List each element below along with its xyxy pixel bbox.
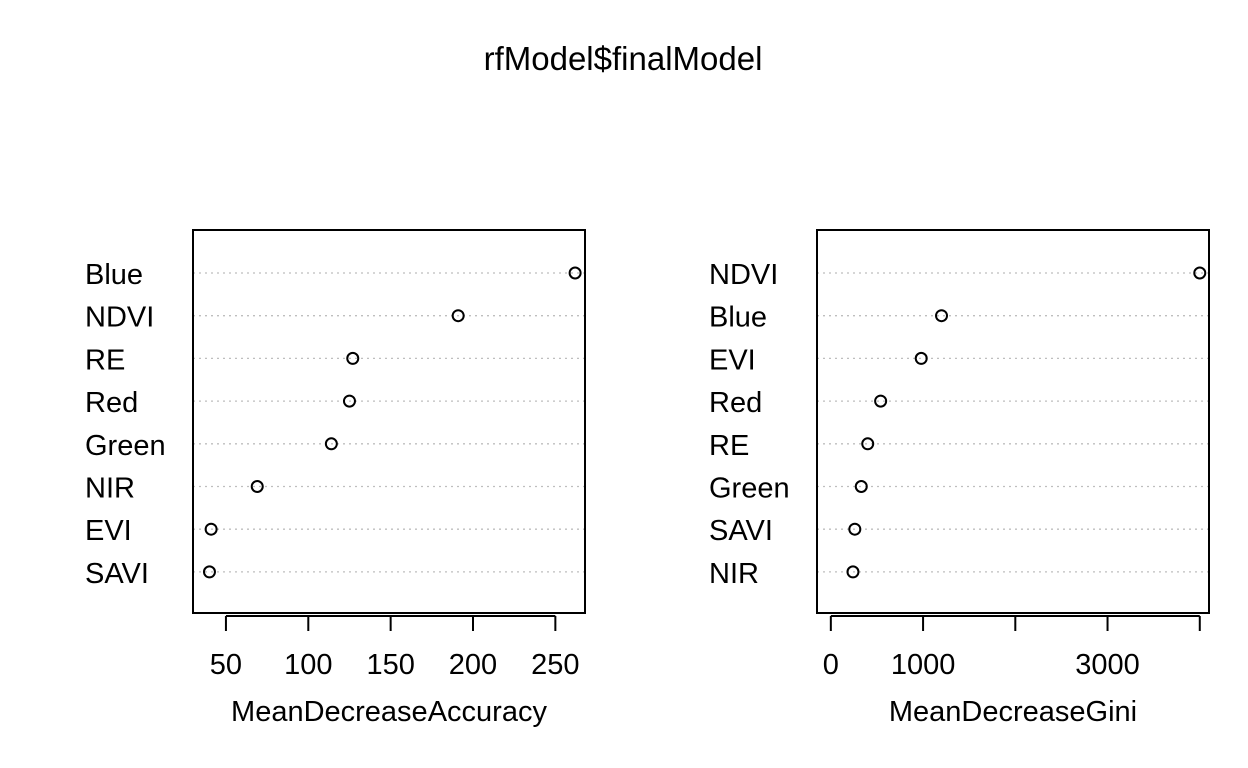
point-re — [861, 437, 875, 451]
variable-label-ndvi: NDVI — [709, 259, 778, 291]
point-blue — [935, 309, 949, 323]
plot-frame — [192, 229, 586, 614]
point-blue — [568, 266, 582, 280]
point-savi — [848, 522, 862, 536]
chart-title: rfModel$finalModel — [484, 40, 763, 77]
gini-panel: NDVI Blue EVI Red RE Green SAVI NIR 0 1000 3000 Mea… — [709, 229, 1210, 728]
point-ndvi — [451, 309, 465, 323]
variable-label-re: RE — [709, 430, 749, 462]
variable-label-red: Red — [709, 387, 762, 419]
variable-label-savi: SAVI — [709, 515, 773, 547]
x-tick-label-0: 0 — [823, 649, 839, 681]
variable-label-red: Red — [85, 387, 138, 419]
x-tick-label-1000: 1000 — [891, 649, 956, 681]
x-tick-label-3000: 3000 — [1075, 649, 1140, 681]
point-red — [874, 394, 888, 408]
point-green — [324, 437, 338, 451]
x-tick-label-100: 100 — [284, 649, 332, 681]
variable-label-blue: Blue — [85, 259, 143, 291]
point-savi — [202, 565, 216, 579]
plot-frame — [816, 229, 1210, 614]
point-re — [346, 351, 360, 365]
variable-label-re: RE — [85, 344, 125, 376]
x-tick-label-200: 200 — [449, 649, 497, 681]
point-evi — [914, 351, 928, 365]
accuracy-panel: Blue NDVI RE Red Green NIR EVI SAVI 50 100 150 200 2… — [85, 229, 586, 728]
variable-label-green: Green — [85, 430, 166, 462]
point-evi — [204, 522, 218, 536]
x-tick-label-150: 150 — [366, 649, 414, 681]
point-green — [854, 480, 868, 493]
variable-label-evi: EVI — [85, 515, 132, 547]
variable-label-evi: EVI — [709, 344, 756, 376]
x-axis-title-accuracy: MeanDecreaseAccuracy — [231, 696, 547, 728]
x-tick-label-50: 50 — [210, 649, 242, 681]
point-ndvi — [1193, 266, 1207, 280]
variable-label-ndvi: NDVI — [85, 302, 154, 334]
variable-label-savi: SAVI — [85, 558, 149, 590]
point-red — [342, 394, 356, 408]
x-axis-title-gini: MeanDecreaseGini — [889, 696, 1137, 728]
variable-label-nir: NIR — [85, 473, 135, 505]
variable-label-nir: NIR — [709, 558, 759, 590]
variable-label-blue: Blue — [709, 302, 767, 334]
x-tick-label-250: 250 — [531, 649, 579, 681]
point-nir — [250, 480, 264, 493]
point-nir — [846, 565, 860, 579]
variable-label-green: Green — [709, 473, 790, 505]
